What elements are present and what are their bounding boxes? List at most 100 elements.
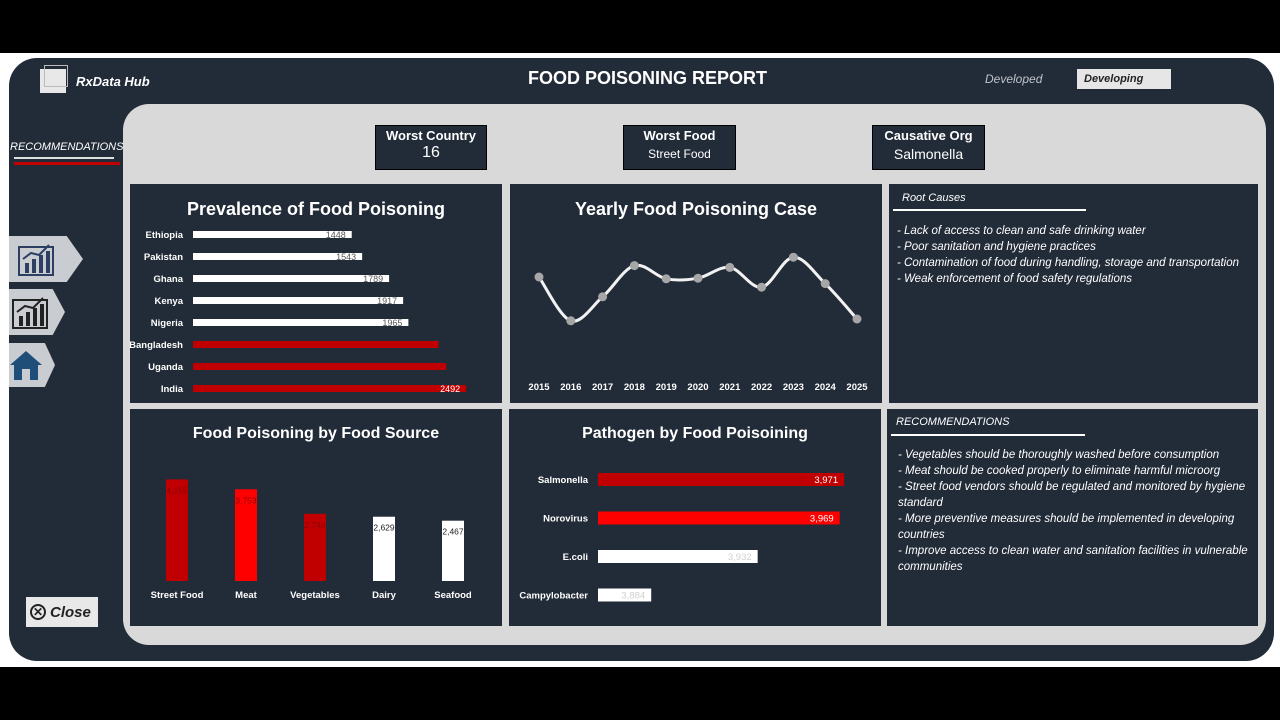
kpi-title: Causative Org [884, 128, 973, 143]
series-line [537, 255, 859, 323]
kpi-worst-country: Worst Country 16 [375, 125, 487, 170]
heading-underline [891, 434, 1085, 436]
recommendations-link[interactable]: RECOMMENDATIONS [10, 141, 124, 153]
data-label: 2,629 [373, 523, 395, 533]
bar-chart-icon [18, 244, 54, 276]
recommendations-panel: RECOMMENDATIONS - Vegetables should be t… [887, 409, 1258, 626]
bar [193, 363, 447, 370]
nav-chart-button-2[interactable] [9, 289, 65, 335]
x-tick-label: 2015 [528, 382, 550, 393]
kpi-value: 16 [422, 144, 440, 161]
developed-filter-option[interactable]: Developed [985, 72, 1043, 86]
data-point [725, 262, 735, 272]
category-label: Seafood [434, 590, 472, 601]
yearly-line-chart: 2015 2016 2017 2018 2019 2020 2021 2022 2023 2024… [528, 252, 868, 393]
category-label: Uganda [148, 362, 184, 373]
pathogen-bar-chart: Salmonella 3,971 Norovirus 3,969 E.coli 3,932… [519, 473, 845, 602]
x-tick-label: 2019 [656, 382, 677, 393]
logo-icon [40, 65, 68, 93]
kpi-worst-food: Worst Food Street Food [623, 125, 736, 170]
data-label: 1965 [382, 318, 402, 328]
category-label: Street Food [151, 590, 204, 601]
bar [373, 516, 395, 581]
x-tick-label: 2023 [783, 382, 804, 393]
developing-filter-button[interactable]: Developing [1077, 69, 1171, 89]
kpi-causative-org: Causative Org Salmonella [872, 125, 985, 170]
category-label: Kenya [154, 296, 183, 307]
x-tick-label: 2018 [624, 382, 645, 393]
data-label: 1448 [326, 230, 346, 240]
list-item: - Meat should be cooked properly to elim… [898, 465, 1221, 477]
food-source-bar-chart: 4,155 Street Food 3,753 Meat 2,748 Vegetables… [151, 479, 472, 601]
data-point [693, 273, 703, 283]
bar [598, 473, 845, 486]
link-underline-accent [14, 162, 120, 165]
nav-home-button[interactable] [9, 343, 55, 387]
bar [598, 588, 652, 602]
prevalence-chart-panel: Prevalence of Food Poisoning Ethiopia 144… [130, 184, 502, 403]
yearly-chart-panel: Yearly Food Poisoning Case 2015 2016 2017 2… [510, 184, 882, 403]
bar [598, 550, 758, 563]
data-point [788, 252, 798, 262]
category-label: Nigeria [151, 318, 184, 329]
bar [193, 253, 363, 260]
root-causes-panel: Root Causes - Lack of access to clean an… [889, 184, 1258, 403]
page-title: FOOD POISONING REPORT [527, 68, 768, 88]
x-tick-label: 2021 [719, 382, 741, 393]
category-label: Dairy [372, 590, 396, 601]
data-point [661, 274, 671, 284]
category-label: Bangladesh [130, 340, 183, 351]
category-label: Campylobacter [519, 591, 588, 602]
bar-chart-icon [12, 297, 48, 329]
data-point [757, 282, 767, 292]
data-label: 1789 [363, 274, 383, 284]
data-label: 2,748 [304, 520, 326, 530]
close-icon: ✕ [30, 604, 46, 620]
kpi-value: Salmonella [893, 146, 964, 162]
data-point [534, 272, 544, 282]
bar [442, 520, 464, 581]
data-label: 1917 [377, 296, 397, 306]
bar [598, 511, 840, 525]
data-point [598, 292, 608, 302]
kpi-title: Worst Food [643, 128, 716, 143]
data-label: 2,467 [442, 527, 464, 537]
bar [193, 385, 467, 392]
nav-chart-button-1[interactable] [9, 236, 83, 282]
bar [166, 479, 188, 581]
app-name: RxData Hub [76, 73, 150, 89]
list-item: - More preventive measures should be imp… [898, 513, 1235, 541]
data-point [852, 314, 862, 324]
x-tick-label: 2024 [815, 382, 837, 393]
chart-title: Pathogen by Food Poisoining [582, 425, 808, 442]
recommendations-list: - Vegetables should be thoroughly washed… [898, 447, 1248, 575]
category-label: Pakistan [144, 252, 183, 263]
data-label: 4,155 [166, 485, 188, 495]
x-tick-label: 2020 [687, 382, 708, 393]
list-item: - Vegetables should be thoroughly washed… [898, 449, 1220, 461]
data-label: 3,753 [235, 495, 257, 505]
chart-title: Food Poisoning by Food Source [192, 425, 440, 442]
bar [193, 341, 439, 348]
recommendations-heading: RECOMMENDATIONS [896, 416, 1010, 428]
data-label: 3,884 [621, 591, 645, 602]
kpi-title: Worst Country [385, 128, 477, 143]
close-button[interactable]: ✕ Close [26, 597, 98, 627]
x-tick-label: 2025 [846, 382, 868, 393]
chart-title: Prevalence of Food Poisoning [186, 199, 446, 219]
data-point [566, 316, 576, 326]
prevalence-bar-chart: Ethiopia 1448 Pakistan 1543 Ghana 1789 Kenya 19… [130, 230, 467, 395]
data-label: 3,969 [810, 514, 834, 525]
heading-underline [893, 209, 1086, 211]
link-underline [14, 157, 114, 159]
bar [193, 231, 352, 238]
bar [235, 489, 257, 581]
x-tick-label: 2017 [592, 382, 613, 393]
data-label: 3,932 [728, 552, 752, 563]
chart-title: Yearly Food Poisoning Case [574, 199, 818, 219]
app-logo[interactable]: RxData Hub [40, 65, 150, 93]
kpi-value: Street Food [648, 147, 711, 161]
x-tick-label: 2022 [751, 382, 772, 393]
category-label: India [161, 384, 184, 395]
root-causes-heading: Root Causes [902, 192, 966, 204]
